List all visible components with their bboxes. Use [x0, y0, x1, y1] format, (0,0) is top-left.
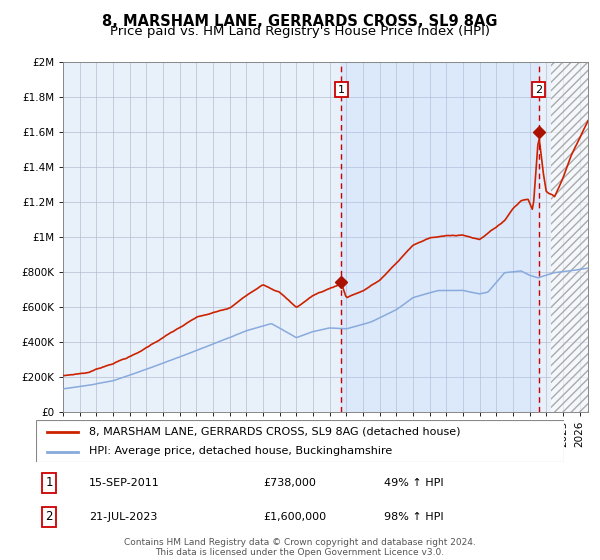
Text: 8, MARSHAM LANE, GERRARDS CROSS, SL9 8AG: 8, MARSHAM LANE, GERRARDS CROSS, SL9 8AG — [102, 14, 498, 29]
Bar — [551, 62, 588, 412]
Text: 1: 1 — [338, 85, 345, 95]
Text: 2: 2 — [535, 85, 542, 95]
Text: 1: 1 — [46, 477, 53, 489]
Text: Contains HM Land Registry data © Crown copyright and database right 2024.
This d: Contains HM Land Registry data © Crown c… — [124, 538, 476, 557]
Text: 98% ↑ HPI: 98% ↑ HPI — [385, 512, 444, 521]
Text: 49% ↑ HPI: 49% ↑ HPI — [385, 478, 444, 488]
Text: 2: 2 — [46, 510, 53, 523]
Bar — [551, 62, 588, 412]
Text: 15-SEP-2011: 15-SEP-2011 — [89, 478, 160, 488]
FancyBboxPatch shape — [36, 420, 564, 462]
Text: HPI: Average price, detached house, Buckinghamshire: HPI: Average price, detached house, Buck… — [89, 446, 392, 456]
Text: Price paid vs. HM Land Registry's House Price Index (HPI): Price paid vs. HM Land Registry's House … — [110, 25, 490, 38]
Text: 8, MARSHAM LANE, GERRARDS CROSS, SL9 8AG (detached house): 8, MARSHAM LANE, GERRARDS CROSS, SL9 8AG… — [89, 427, 460, 437]
Text: £1,600,000: £1,600,000 — [263, 512, 326, 521]
Text: £738,000: £738,000 — [263, 478, 316, 488]
Bar — [341, 62, 539, 412]
Text: 21-JUL-2023: 21-JUL-2023 — [89, 512, 157, 521]
